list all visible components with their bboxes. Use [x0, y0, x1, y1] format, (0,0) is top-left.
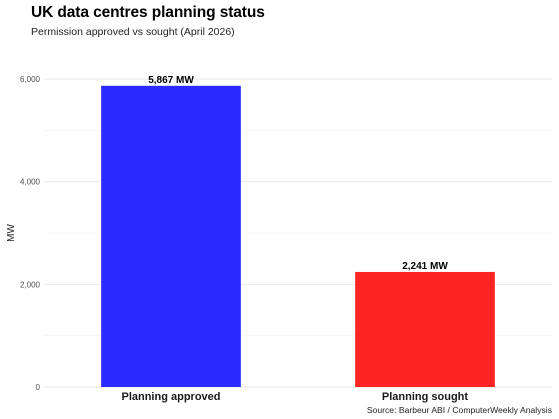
- bar: [355, 271, 495, 387]
- x-tick-label: Planning sought: [382, 391, 468, 403]
- y-tick-label: 2,000: [20, 280, 41, 289]
- y-axis-label: MW: [6, 224, 17, 242]
- y-tick-label: 6,000: [20, 75, 41, 84]
- x-axis: Planning approved Planning sought: [121, 391, 468, 403]
- chart-subtitle: Permission approved vs sought (April 202…: [31, 26, 235, 38]
- x-tick-label: Planning approved: [121, 391, 220, 403]
- bars: [101, 85, 495, 387]
- data-label: 2,241 MW: [402, 261, 448, 272]
- y-tick-label: 4,000: [20, 178, 41, 187]
- bar: [101, 85, 241, 387]
- data-label: 5,867 MW: [148, 75, 194, 86]
- chart-caption: Source: Barbeur ABI / ComputerWeekly Ana…: [366, 405, 552, 415]
- y-tick-label: 0: [36, 383, 41, 392]
- data-labels: 5,867 MW 2,241 MW: [148, 75, 448, 272]
- chart-title: UK data centres planning status: [31, 4, 265, 21]
- y-axis: 0 2,000 4,000 6,000: [20, 75, 41, 392]
